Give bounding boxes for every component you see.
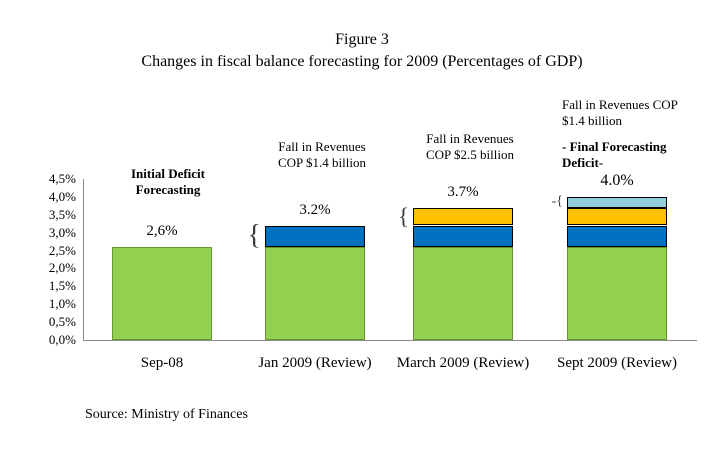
annotation-line: - Final Forecasting bbox=[562, 139, 667, 154]
annotation-line: Fall in Revenues COP bbox=[562, 97, 678, 112]
bar-segment-initial-deficit-forecasting bbox=[265, 246, 365, 340]
x-axis-label: Sep-08 bbox=[140, 355, 184, 371]
bar-segment-fall-in-revenues-sept-2009-review- bbox=[567, 196, 667, 208]
source-note: Source: Ministry of Finances bbox=[85, 407, 248, 422]
y-tick-label: 2,0% bbox=[48, 260, 76, 276]
figure-subtitle: Changes in fiscal balance forecasting fo… bbox=[141, 53, 583, 70]
bar-total-label: 3.2% bbox=[299, 201, 331, 218]
annotation-block: Initial Deficit Forecasting bbox=[58, 166, 278, 198]
annotation-block: Fall in Revenues COP $2.5 billion bbox=[360, 131, 580, 163]
y-tick-label: 1,0% bbox=[48, 296, 76, 312]
y-axis-line bbox=[83, 179, 84, 341]
annotation-line: COP $1.4 billion bbox=[277, 155, 366, 170]
annotation-line: Fall in Revenues bbox=[278, 139, 366, 154]
annotation-line: Initial Deficit bbox=[130, 166, 205, 181]
annotation-line: COP $2.5 billion bbox=[425, 147, 514, 162]
bar-segment-initial-deficit-forecasting bbox=[567, 246, 667, 340]
y-tick-label: 4,0% bbox=[48, 188, 76, 204]
annotation-line: Forecasting bbox=[135, 182, 201, 197]
bar-segment-fall-in-revenues-march-2009-review- bbox=[567, 207, 667, 226]
brace-annotation: { bbox=[247, 220, 261, 251]
bar-segment-fall-in-revenues-jan-2009-review- bbox=[265, 225, 365, 247]
brace-annotation: -{ bbox=[551, 194, 563, 209]
annotation-line: $1.4 billion bbox=[562, 113, 622, 128]
x-axis-label: March 2009 (Review) bbox=[396, 355, 530, 371]
figure-title: Figure 3 bbox=[335, 31, 389, 48]
x-axis-line bbox=[83, 340, 697, 341]
bar-segment-fall-in-revenues-jan-2009-review- bbox=[413, 225, 513, 247]
bar-segment-initial-deficit-forecasting bbox=[413, 246, 513, 340]
y-tick-label: 3,5% bbox=[48, 206, 76, 222]
bar-segment-fall-in-revenues-march-2009-review- bbox=[413, 207, 513, 226]
x-axis-label: Sept 2009 (Review) bbox=[557, 355, 677, 371]
bar-total-label: 3.7% bbox=[447, 183, 479, 200]
bar-segment-initial-deficit-forecasting bbox=[112, 246, 212, 340]
annotation-block: - Final Forecasting Deficit- bbox=[562, 139, 724, 171]
bar-segment-fall-in-revenues-jan-2009-review- bbox=[567, 225, 667, 247]
annotation-block: Fall in Revenues COP $1.4 billion bbox=[562, 97, 724, 129]
annotation-line: Deficit- bbox=[562, 155, 604, 170]
annotation-line: Fall in Revenues bbox=[426, 131, 514, 146]
y-tick-label: 1,5% bbox=[48, 278, 76, 294]
y-tick-label: 3,0% bbox=[48, 224, 76, 240]
bar-total-label: 2,6% bbox=[146, 222, 178, 239]
y-tick-label: 0,5% bbox=[48, 314, 76, 330]
x-axis-label: Jan 2009 (Review) bbox=[258, 355, 372, 371]
bar-total-label: 4.0% bbox=[600, 171, 634, 189]
y-tick-label: 4,5% bbox=[48, 171, 76, 186]
brace-annotation: { bbox=[397, 204, 409, 229]
y-tick-label: 0,0% bbox=[48, 332, 76, 347]
annotation-block: Fall in Revenues COP $1.4 billion bbox=[212, 139, 432, 171]
y-tick-label: 2,5% bbox=[48, 242, 76, 258]
